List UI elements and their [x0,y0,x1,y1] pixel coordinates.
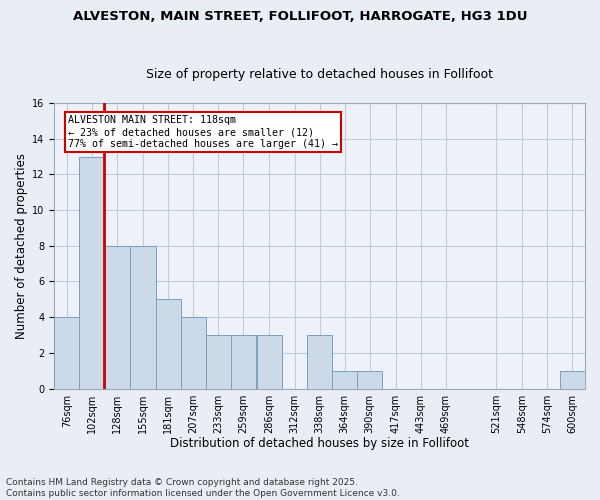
Bar [257,335,282,388]
X-axis label: Distribution of detached houses by size in Follifoot: Distribution of detached houses by size … [170,437,469,450]
Bar [560,370,585,388]
Text: ALVESTON MAIN STREET: 118sqm
← 23% of detached houses are smaller (12)
77% of se: ALVESTON MAIN STREET: 118sqm ← 23% of de… [68,116,338,148]
Bar [54,317,79,388]
Bar [332,370,357,388]
Bar [206,335,231,388]
Bar [307,335,332,388]
Bar [130,246,155,388]
Bar [231,335,256,388]
Bar [155,300,181,388]
Text: Contains HM Land Registry data © Crown copyright and database right 2025.
Contai: Contains HM Land Registry data © Crown c… [6,478,400,498]
Bar [104,246,130,388]
Title: Size of property relative to detached houses in Follifoot: Size of property relative to detached ho… [146,68,493,81]
Bar [357,370,382,388]
Text: ALVESTON, MAIN STREET, FOLLIFOOT, HARROGATE, HG3 1DU: ALVESTON, MAIN STREET, FOLLIFOOT, HARROG… [73,10,527,23]
Bar [181,317,206,388]
Bar [79,156,104,388]
Y-axis label: Number of detached properties: Number of detached properties [15,153,28,339]
